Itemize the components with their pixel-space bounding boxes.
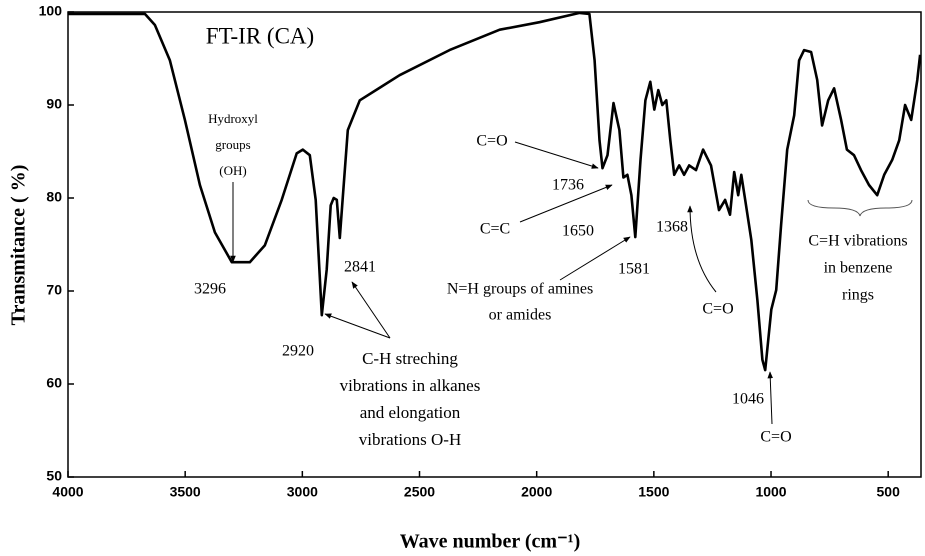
plot-frame bbox=[67, 11, 922, 478]
annotation: 1046 bbox=[732, 391, 764, 408]
x-tick-label: 2500 bbox=[404, 484, 435, 500]
annotation: vibrations O-H bbox=[359, 430, 461, 449]
annotation: groups bbox=[215, 137, 250, 152]
annotation: (OH) bbox=[219, 163, 246, 178]
y-tick-label: 50 bbox=[46, 468, 62, 484]
annotation: C=O bbox=[476, 133, 507, 150]
annotation: Hydroxyl bbox=[208, 111, 258, 126]
arrow bbox=[324, 313, 391, 339]
y-tick-label: 80 bbox=[46, 189, 62, 205]
x-tick-label: 3000 bbox=[287, 484, 318, 500]
y-tick-label: 70 bbox=[46, 282, 62, 298]
y-tick-label: 100 bbox=[39, 3, 63, 19]
spectrum-line bbox=[68, 11, 922, 372]
annotation: 1736 bbox=[552, 177, 584, 194]
y-tick-label: 90 bbox=[46, 96, 62, 112]
annotation: 2841 bbox=[344, 259, 376, 276]
annotation: 1368 bbox=[656, 219, 688, 236]
arrow bbox=[687, 205, 717, 293]
x-tick-label: 1500 bbox=[638, 484, 669, 500]
x-axis-label: Wave number (cm⁻¹) bbox=[400, 531, 581, 553]
annotation: or amides bbox=[489, 307, 552, 324]
y-tick-label: 60 bbox=[46, 375, 62, 391]
arrow bbox=[514, 141, 599, 169]
arrow bbox=[351, 281, 391, 339]
annotation: vibrations in alkanes bbox=[340, 376, 481, 395]
annotation: C=H vibrations bbox=[808, 233, 907, 250]
x-tick-label: 4000 bbox=[52, 484, 83, 500]
x-tick-label: 3500 bbox=[170, 484, 201, 500]
arrow bbox=[767, 371, 774, 425]
brace bbox=[807, 199, 913, 217]
annotation: 2920 bbox=[282, 343, 314, 360]
arrow bbox=[559, 236, 631, 281]
annotation: in benzene bbox=[824, 260, 893, 277]
chart-title: FT-IR (CA) bbox=[206, 23, 314, 48]
y-axis-label: Transmitance ( %) bbox=[8, 165, 30, 326]
annotation: and elongation bbox=[360, 403, 461, 422]
x-tick-label: 500 bbox=[877, 484, 901, 500]
annotation: 3296 bbox=[194, 281, 226, 298]
x-tick-label: 2000 bbox=[521, 484, 552, 500]
annotation: 1650 bbox=[562, 223, 594, 240]
arrow bbox=[519, 184, 613, 223]
annotation: 1581 bbox=[618, 261, 650, 278]
annotation: rings bbox=[842, 287, 874, 304]
annotation: C=O bbox=[760, 429, 791, 446]
annotation: C=O bbox=[702, 301, 733, 318]
annotation: N=H groups of amines bbox=[447, 281, 593, 298]
annotation: C-H streching bbox=[362, 349, 458, 368]
x-tick-label: 1000 bbox=[755, 484, 786, 500]
annotation: C=C bbox=[480, 221, 510, 238]
